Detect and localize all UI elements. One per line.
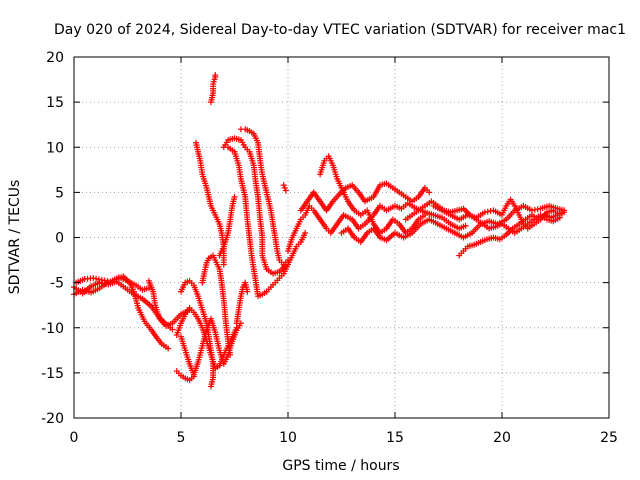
x-tick-label: 25 [600, 430, 618, 446]
y-tick-label: 10 [46, 140, 64, 156]
data-point [280, 182, 287, 189]
data-point [426, 189, 433, 196]
y-tick-label: 15 [46, 95, 64, 111]
x-axis-label: GPS time / hours [282, 458, 399, 474]
y-tick-label: 20 [46, 50, 64, 66]
series-track-12 [220, 135, 289, 277]
series-track-3 [73, 274, 152, 293]
series-track-16 [216, 193, 238, 259]
series-track-8 [178, 277, 217, 390]
series-track-1 [71, 278, 176, 333]
data-point [227, 351, 234, 358]
x-tick-label: 0 [70, 430, 79, 446]
data-point [462, 222, 469, 229]
data-point [169, 326, 176, 333]
data-point [231, 193, 238, 200]
data-point [556, 214, 563, 221]
series-track-5 [173, 368, 197, 384]
data-point [90, 275, 97, 282]
data-point [101, 277, 108, 284]
data-point [481, 209, 488, 216]
y-axis-label: SDTVAR / TECUs [7, 180, 23, 295]
series-track-20 [297, 180, 433, 214]
data-point [281, 184, 288, 191]
y-tick-label: 5 [55, 185, 64, 201]
series-track-9 [199, 252, 234, 358]
data-point [95, 276, 102, 283]
y-tick-label: -10 [41, 321, 64, 337]
data-point [244, 288, 251, 295]
data-point [98, 276, 105, 283]
data-point [302, 229, 309, 236]
data-point [561, 207, 568, 214]
data-point [207, 383, 214, 390]
x-tick-label: 15 [386, 430, 404, 446]
data-point [484, 208, 491, 215]
data-point [212, 72, 219, 79]
series-track-13 [237, 126, 291, 268]
series-track-14 [225, 144, 270, 300]
y-tick-label: -5 [50, 276, 64, 292]
data-point [220, 261, 227, 268]
series-track-17 [263, 229, 309, 295]
data-point [421, 211, 428, 218]
chart-title: Day 020 of 2024, Sidereal Day-to-day VTE… [54, 22, 626, 38]
data-point [93, 275, 100, 282]
data-points [71, 72, 568, 390]
series-track-25 [402, 198, 563, 236]
series-track-10 [192, 139, 227, 268]
data-point [165, 345, 172, 352]
x-tick-label: 5 [177, 430, 186, 446]
series-track-15 [233, 279, 251, 327]
data-point [282, 187, 289, 194]
y-tick-label: -15 [41, 366, 64, 382]
y-tick-label: 0 [55, 231, 64, 247]
grid [74, 57, 609, 418]
data-point [534, 206, 541, 213]
data-point [531, 206, 538, 213]
series-track-22 [338, 202, 568, 246]
series-track-11 [207, 72, 219, 106]
y-tick-label: -20 [41, 411, 64, 427]
x-tick-label: 20 [493, 430, 511, 446]
axis-ticks: 0 5 10 15 20 25 -20 -15 -10 -5 0 5 10 15 20 [41, 50, 618, 446]
series-track-18 [280, 182, 289, 194]
series-track-24 [456, 207, 568, 259]
x-tick-label: 10 [279, 430, 297, 446]
